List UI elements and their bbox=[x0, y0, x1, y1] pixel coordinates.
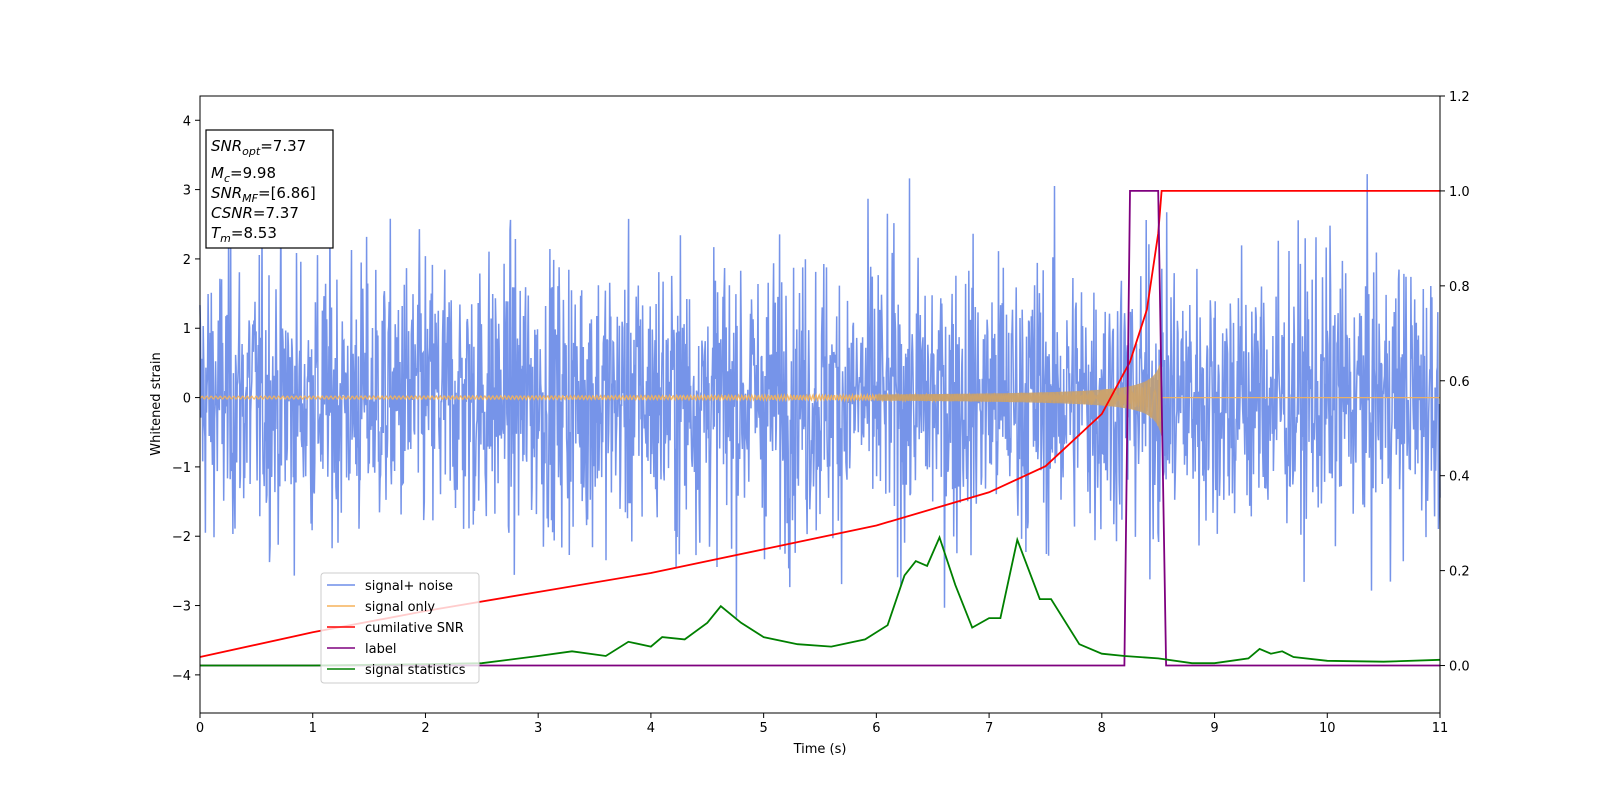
x-tick-label: 4 bbox=[647, 721, 655, 736]
legend-label: label bbox=[365, 642, 396, 657]
legend-label: signal statistics bbox=[365, 663, 466, 678]
info-mc: Mc=9.98 bbox=[211, 164, 276, 185]
x-axis-label: Time (s) bbox=[793, 742, 847, 757]
axis-ticks: 0 1 2 3 4 5 6 7 8 9 10 1143210−1−2−3−41.21.00.80.60… bbox=[172, 90, 1470, 736]
legend-item-signal-plus-noise: signal+ noise bbox=[327, 579, 453, 594]
series-signal-plus-noise bbox=[199, 174, 1441, 618]
info-snr-mf: SNRMF=[6.86] bbox=[211, 184, 316, 205]
x-tick-label: 2 bbox=[421, 721, 429, 736]
y-right-tick-label: 0.0 bbox=[1449, 660, 1470, 675]
info-csnr: CSNR=7.37 bbox=[211, 204, 299, 222]
x-tick-label: 7 bbox=[985, 721, 993, 736]
x-tick-label: 9 bbox=[1210, 721, 1218, 736]
y-right-tick-label: 0.6 bbox=[1449, 375, 1470, 390]
y-left-tick-label: −2 bbox=[172, 530, 191, 545]
legend-item-signal-only: signal only bbox=[327, 600, 435, 615]
y-left-tick-label: 1 bbox=[183, 322, 191, 337]
series-envelope-signal-only bbox=[876, 358, 1162, 437]
y-left-tick-label: −3 bbox=[172, 600, 191, 615]
x-tick-label: 3 bbox=[534, 721, 542, 736]
legend: signal+ noise signal only cumilative SNR… bbox=[320, 572, 480, 684]
legend-label: cumilative SNR bbox=[365, 621, 464, 636]
x-tick-label: 6 bbox=[872, 721, 880, 736]
y-right-tick-label: 0.2 bbox=[1449, 565, 1470, 580]
y-axis-label: Whitened strain bbox=[149, 352, 164, 455]
legend-item-label: label bbox=[327, 642, 396, 657]
legend-item-signal-statistics: signal statistics bbox=[327, 663, 466, 678]
y-left-tick-label: 0 bbox=[183, 392, 191, 407]
y-left-tick-label: −1 bbox=[172, 461, 191, 476]
y-left-tick-label: 2 bbox=[183, 253, 191, 268]
x-tick-label: 1 bbox=[309, 721, 317, 736]
x-tick-label: 5 bbox=[759, 721, 767, 736]
y-right-tick-label: 1.2 bbox=[1449, 90, 1470, 105]
series-line-signal-only bbox=[199, 365, 1440, 426]
y-right-tick-label: 1.0 bbox=[1449, 185, 1470, 200]
info-tm: Tm=8.53 bbox=[211, 224, 277, 245]
y-left-tick-label: 4 bbox=[183, 114, 191, 129]
series-line-label bbox=[200, 190, 1440, 667]
legend-label: signal+ noise bbox=[365, 579, 453, 594]
series-line-signal-plus-noise bbox=[199, 174, 1441, 618]
y-left-tick-label: −4 bbox=[172, 669, 191, 684]
series-signal-only bbox=[199, 358, 1440, 437]
x-tick-label: 0 bbox=[196, 721, 204, 736]
info-snr-opt: SNRopt=7.37 bbox=[211, 137, 306, 158]
plot-frame bbox=[199, 95, 1441, 714]
legend-label: signal only bbox=[365, 600, 435, 615]
x-tick-label: 8 bbox=[1098, 721, 1106, 736]
series-line-signal-statistics bbox=[200, 534, 1441, 667]
y-left-tick-label: 3 bbox=[183, 184, 191, 199]
x-tick-label: 10 bbox=[1319, 721, 1336, 736]
y-right-tick-label: 0.4 bbox=[1449, 470, 1470, 485]
legend-item-cumilative-snr: cumilative SNR bbox=[327, 621, 464, 636]
x-tick-label: 11 bbox=[1432, 721, 1449, 736]
y-right-tick-label: 0.8 bbox=[1449, 280, 1470, 295]
info-box: SNRopt=7.37 Mc=9.98 SNRMF=[6.86] CSNR=7.… bbox=[205, 129, 334, 249]
